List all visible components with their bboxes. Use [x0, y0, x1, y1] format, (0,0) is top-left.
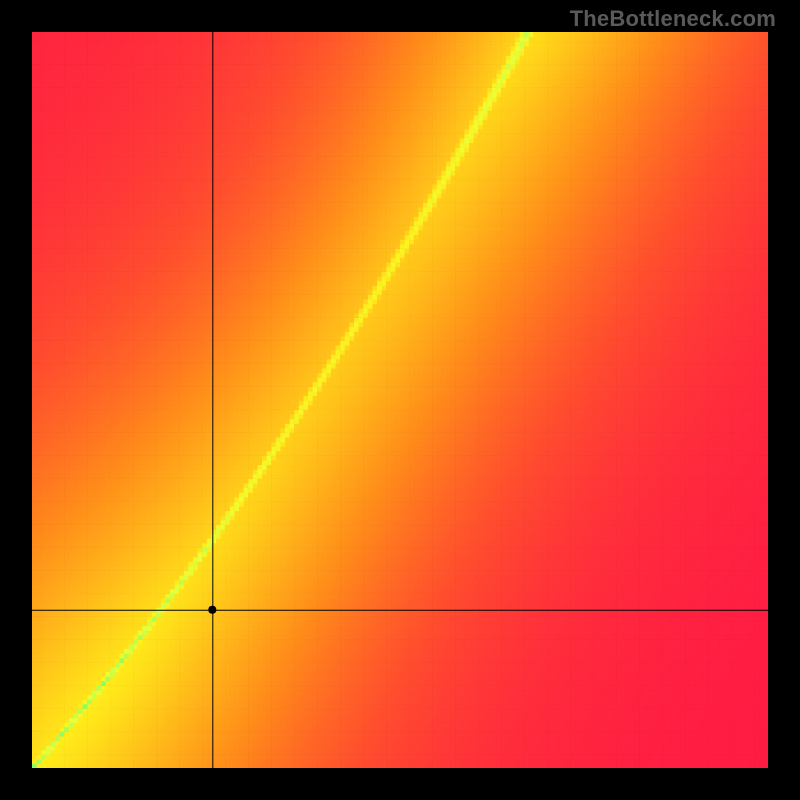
heatmap-frame: [32, 32, 768, 768]
watermark-text: TheBottleneck.com: [570, 6, 776, 32]
chart-container: TheBottleneck.com: [0, 0, 800, 800]
bottleneck-heatmap: [32, 32, 768, 768]
